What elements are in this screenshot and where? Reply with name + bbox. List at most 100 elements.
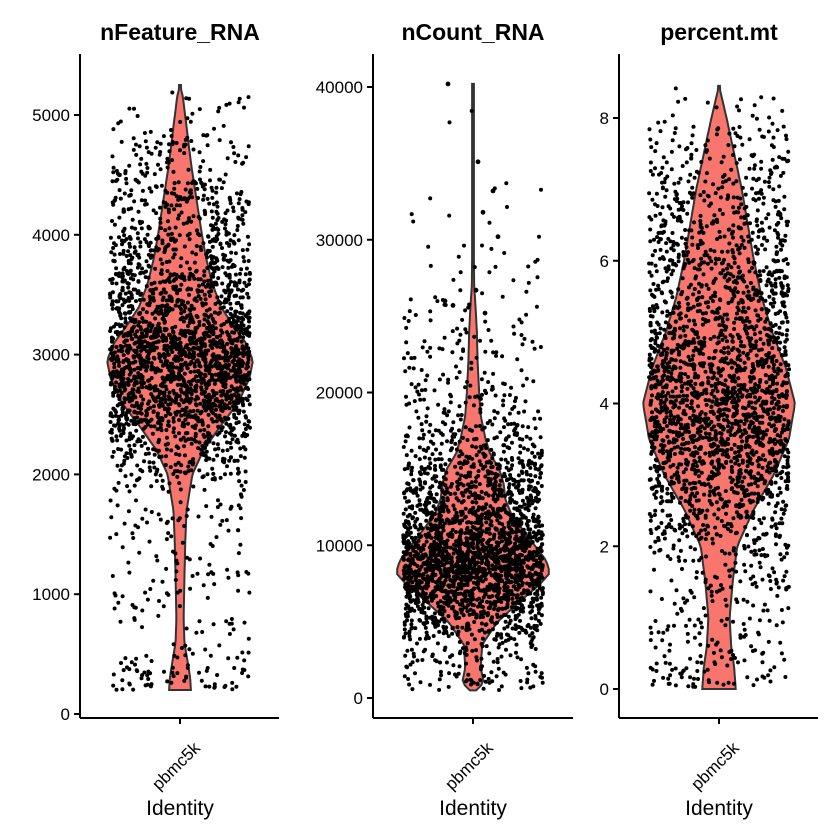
cell-point — [173, 400, 178, 405]
cell-point — [424, 567, 429, 572]
cell-point — [146, 252, 151, 257]
cell-point — [232, 368, 237, 372]
cell-point — [148, 671, 153, 676]
cell-point — [122, 233, 127, 238]
cell-point — [433, 580, 438, 585]
cell-point — [507, 558, 512, 563]
cell-point — [158, 422, 163, 427]
cell-point — [401, 445, 406, 449]
cell-point — [419, 368, 424, 372]
cell-point — [513, 565, 518, 569]
cell-point — [213, 326, 218, 331]
cell-point — [441, 581, 446, 586]
cell-point — [428, 422, 433, 427]
cell-point — [244, 155, 249, 160]
cell-point — [149, 281, 154, 286]
cell-point — [227, 337, 232, 342]
cell-point — [457, 640, 462, 644]
cell-point — [158, 141, 163, 146]
cell-point — [215, 505, 220, 510]
cell-point — [184, 674, 189, 679]
cell-point — [428, 461, 433, 466]
cell-point — [475, 543, 480, 548]
cell-point — [246, 357, 251, 362]
cell-point — [168, 465, 173, 470]
cell-point — [540, 575, 545, 580]
cell-point — [194, 244, 199, 249]
cell-point — [521, 465, 526, 469]
cell-point — [184, 343, 189, 348]
cell-point — [135, 669, 140, 674]
cell-point — [454, 447, 459, 452]
cell-point — [531, 586, 536, 591]
cell-point — [147, 383, 152, 388]
cell-point — [189, 336, 194, 341]
cell-point — [495, 548, 500, 553]
cell-point — [245, 234, 250, 239]
cell-point — [539, 484, 544, 488]
cell-point — [116, 322, 121, 327]
cell-point — [410, 687, 415, 692]
cell-point — [457, 370, 462, 375]
cell-point — [126, 377, 131, 381]
cell-point — [160, 316, 165, 321]
cell-point — [471, 505, 476, 510]
cell-point — [425, 574, 430, 579]
cell-point — [178, 487, 183, 492]
cell-point — [536, 409, 541, 414]
cell-point — [441, 624, 446, 629]
cell-point — [199, 391, 204, 396]
cell-point — [241, 287, 246, 292]
cell-point — [132, 449, 137, 454]
cell-point — [171, 426, 176, 431]
cell-point — [111, 683, 116, 688]
cell-point — [203, 368, 208, 373]
cell-point — [185, 507, 190, 512]
cell-point — [241, 375, 246, 380]
cell-point — [132, 617, 137, 622]
cell-point — [196, 446, 201, 451]
cell-point — [214, 407, 218, 412]
cell-point — [466, 672, 471, 677]
cell-point — [441, 524, 446, 529]
cell-point — [206, 234, 211, 239]
cell-point — [236, 100, 241, 105]
cell-point — [166, 411, 171, 416]
cell-point — [534, 304, 539, 309]
cell-point — [528, 610, 533, 615]
cell-point — [438, 669, 443, 674]
cell-point — [232, 393, 237, 397]
cell-point — [484, 555, 489, 560]
cell-point — [201, 331, 206, 336]
cell-point — [432, 573, 437, 578]
cell-point — [503, 606, 508, 611]
cell-point — [491, 452, 496, 457]
cell-point — [480, 291, 485, 296]
cell-point — [452, 507, 457, 512]
cell-point — [210, 466, 215, 471]
cell-point — [185, 181, 190, 186]
cell-point — [243, 210, 248, 215]
cell-point — [170, 665, 175, 670]
cell-point — [143, 359, 148, 364]
cell-point — [153, 145, 158, 150]
cell-point — [163, 335, 168, 340]
cell-point — [218, 241, 223, 246]
cell-point — [451, 277, 456, 282]
cell-point — [505, 445, 510, 450]
cell-point — [229, 250, 234, 255]
cell-point — [518, 450, 523, 455]
cell-point — [238, 506, 243, 511]
cell-point — [111, 170, 116, 175]
cell-point — [232, 415, 237, 419]
cell-point — [174, 452, 178, 456]
cell-point — [216, 365, 221, 370]
cell-point — [242, 658, 247, 663]
cell-point — [113, 198, 117, 203]
cell-point — [243, 427, 248, 431]
cell-point — [235, 338, 240, 343]
cell-point — [205, 196, 210, 201]
cell-point — [123, 316, 128, 321]
cell-point — [108, 420, 113, 424]
cell-point — [171, 416, 176, 421]
